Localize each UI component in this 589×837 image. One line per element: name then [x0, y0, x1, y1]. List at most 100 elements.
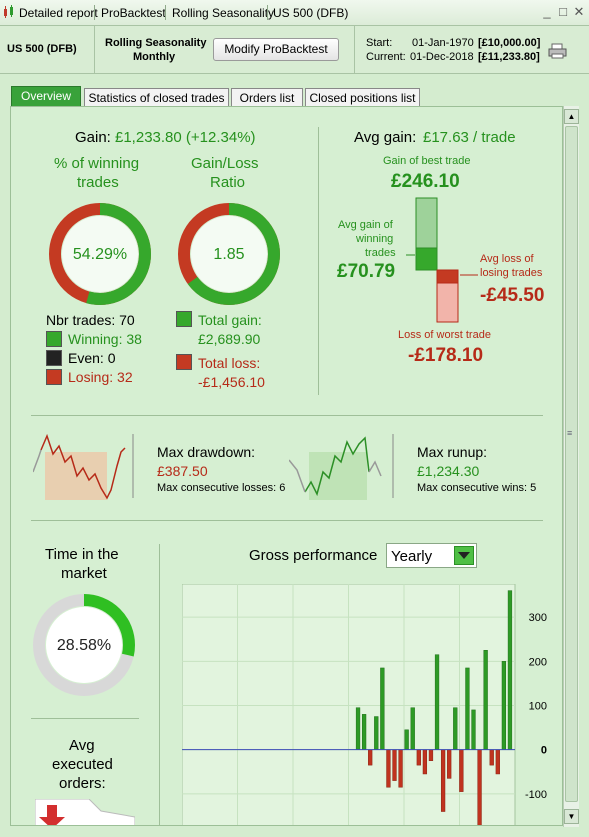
current-label: Current: — [366, 51, 406, 63]
worst-trade-value: -£178.10 — [408, 345, 484, 366]
y-tick-label: 100 — [529, 701, 547, 713]
performance-bar[interactable] — [507, 590, 513, 750]
time-in-market-fill — [33, 594, 135, 696]
best-trade-label: Gain of best trade — [383, 155, 471, 167]
total-loss-label: Total loss: — [198, 355, 261, 371]
printer-icon[interactable] — [548, 43, 568, 59]
performance-bar[interactable] — [392, 749, 397, 781]
performance-bar[interactable] — [459, 749, 464, 792]
y-tick-label: 200 — [529, 656, 547, 668]
current-capital: [£11,233.80] — [478, 51, 540, 63]
consecutive-wins: Max consecutive wins: 5 — [417, 482, 537, 494]
overview-panel: Gain: £1,233.80 (+12.34%) % of winning t… — [10, 106, 563, 826]
scroll-down-icon[interactable]: ▼ — [564, 809, 579, 824]
winning-title-2: trades — [77, 174, 119, 191]
losing-count: Losing: 32 — [68, 369, 133, 385]
performance-bar[interactable] — [380, 667, 385, 750]
runup-value: £1,234.30 — [417, 463, 480, 479]
tab-instrument[interactable]: US 500 (DFB) — [273, 6, 349, 20]
period-select[interactable]: Yearly — [386, 543, 477, 568]
drawdown-label: Max drawdown: — [157, 444, 256, 460]
ratio-donut: 1.85 — [178, 203, 280, 305]
strategy-box: Rolling Seasonality Monthly Modify ProBa… — [95, 26, 355, 74]
time-in-market-donut: 28.58% — [33, 594, 135, 696]
performance-bar[interactable] — [495, 749, 500, 775]
scroll-up-icon[interactable]: ▲ — [564, 109, 579, 124]
performance-bar[interactable] — [422, 749, 428, 775]
performance-bar[interactable] — [447, 749, 452, 779]
total-gain-value: £2,689.90 — [198, 331, 261, 347]
close-icon[interactable]: ✕ — [573, 4, 585, 19]
performance-bar[interactable] — [434, 654, 440, 750]
divider-2 — [31, 520, 543, 521]
nbr-trades: Nbr trades: 70 — [46, 312, 135, 328]
performance-bar[interactable] — [355, 707, 361, 750]
tab-statistics[interactable]: Statistics of closed trades — [84, 88, 229, 108]
winning-count: Winning: 38 — [68, 331, 142, 347]
performance-bar[interactable] — [428, 749, 434, 761]
time-in-market-label-2: market — [61, 565, 107, 582]
tab-rolling-seasonality[interactable]: Rolling Seasonality — [172, 6, 275, 20]
performance-bar[interactable] — [361, 714, 367, 750]
start-label: Start: — [366, 37, 393, 49]
tab-strip: Overview Statistics of closed trades Ord… — [0, 74, 589, 108]
title-bar: Detailed report ProBacktest Rolling Seas… — [0, 0, 589, 26]
performance-bar[interactable] — [416, 749, 421, 766]
runup-sparkline — [289, 434, 394, 500]
divider-4 — [159, 544, 160, 825]
performance-bar[interactable] — [465, 667, 470, 750]
drawdown-sparkline — [33, 433, 134, 500]
chevron-down-icon[interactable] — [454, 546, 474, 565]
scroll-thumb[interactable] — [565, 126, 578, 802]
performance-bar[interactable] — [489, 749, 494, 766]
winning-title: % of winning — [54, 155, 140, 172]
executed-orders-icon — [35, 799, 135, 825]
grip-icon: ≡ — [567, 428, 573, 438]
y-tick-label: -100 — [525, 789, 547, 801]
y-tick-label: 300 — [529, 612, 547, 624]
start-date: 01-Jan-1970 — [412, 37, 474, 49]
time-in-market-pct: 28.58% — [57, 637, 111, 654]
performance-bar[interactable] — [501, 661, 507, 750]
vertical-scrollbar[interactable]: ▲ ≡ ▼ — [563, 106, 579, 827]
ratio-donut-gain — [178, 203, 280, 305]
performance-bar[interactable] — [398, 749, 403, 788]
performance-bar[interactable] — [374, 716, 379, 750]
avg-win-label: Avg gain of — [338, 219, 393, 231]
performance-bar[interactable] — [440, 749, 446, 812]
performance-bar[interactable] — [404, 729, 409, 750]
winning-donut: 54.29% — [49, 203, 151, 305]
tab-detailed-report[interactable]: Detailed report — [19, 6, 98, 20]
drawdown-value: £387.50 — [157, 463, 208, 479]
trade-range-gauge — [406, 197, 478, 323]
minimize-icon[interactable]: _ — [543, 4, 551, 19]
maximize-icon[interactable]: □ — [559, 4, 567, 19]
avg-gain-value: £17.63 / trade — [423, 129, 516, 146]
best-trade-value: £246.10 — [391, 171, 460, 192]
performance-bar[interactable] — [368, 749, 373, 766]
gross-performance-label: Gross performance — [249, 547, 378, 564]
executed-orders-label: Avg — [69, 737, 95, 754]
tab-overview[interactable]: Overview — [11, 86, 81, 108]
performance-bar[interactable] — [483, 650, 488, 750]
even-swatch — [46, 350, 62, 366]
performance-bar[interactable] — [386, 749, 391, 788]
avg-win-bar — [415, 247, 438, 271]
gain-label: Gain: — [75, 129, 111, 146]
consecutive-losses: Max consecutive losses: 6 — [157, 482, 286, 494]
ratio-value: 1.85 — [213, 246, 244, 263]
tab-orders-list[interactable]: Orders list — [231, 88, 303, 108]
tab-closed-positions[interactable]: Closed positions list — [305, 88, 420, 108]
performance-bar[interactable] — [453, 707, 458, 750]
performance-bar[interactable] — [477, 749, 482, 826]
tab-probacktest[interactable]: ProBacktest — [101, 6, 166, 20]
avg-loss-value: -£45.50 — [480, 285, 545, 306]
time-in-market-label: Time in the — [45, 546, 119, 563]
modify-probacktest-button[interactable]: Modify ProBacktest — [213, 38, 339, 61]
strategy-period: Monthly — [133, 51, 176, 63]
performance-bar[interactable] — [410, 707, 415, 750]
performance-bar[interactable] — [471, 709, 476, 750]
total-loss-swatch — [176, 354, 192, 370]
gross-performance-chart: 300 200 100 0 -100 — [182, 584, 547, 826]
period-select-value: Yearly — [391, 548, 433, 565]
